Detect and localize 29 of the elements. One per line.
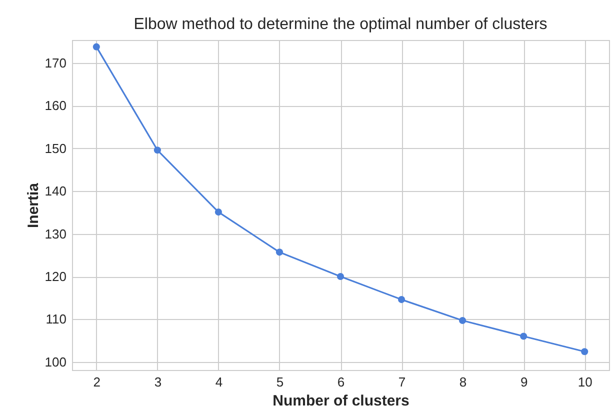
- y-tick-label: 130: [44, 226, 66, 242]
- y-tick-label: 150: [44, 140, 66, 156]
- x-tick-label: 10: [578, 374, 592, 390]
- x-tick-label: 6: [337, 374, 345, 390]
- x-tick-label: 3: [154, 374, 162, 390]
- y-tick-label: 100: [44, 354, 66, 370]
- x-tick-label: 8: [459, 374, 467, 390]
- y-tick-label: 160: [44, 98, 66, 114]
- point: [276, 248, 284, 256]
- point: [520, 332, 528, 340]
- y-tick-label: 110: [46, 312, 66, 327]
- point: [92, 43, 100, 50]
- point: [459, 316, 466, 324]
- y-tick-label: 140: [44, 184, 66, 199]
- x-tick-label: 2: [93, 374, 101, 390]
- point: [214, 208, 222, 216]
- y-tick-label: 170: [44, 56, 66, 71]
- x-tick-label: 7: [398, 374, 406, 390]
- x-tick-label: 4: [215, 374, 223, 390]
- x-axis-title: Number of clusters: [272, 392, 410, 410]
- x-tick-label: 5: [276, 374, 284, 390]
- point: [398, 296, 406, 304]
- y-tick-label: 120: [44, 269, 66, 284]
- point: [581, 348, 588, 356]
- chart-title: Elbow method to determine the optimal number of clusters: [134, 16, 548, 33]
- point: [154, 146, 161, 154]
- x-tick-label: 9: [520, 374, 528, 390]
- point: [336, 272, 344, 280]
- y-axis-title: Inertia: [24, 182, 42, 228]
